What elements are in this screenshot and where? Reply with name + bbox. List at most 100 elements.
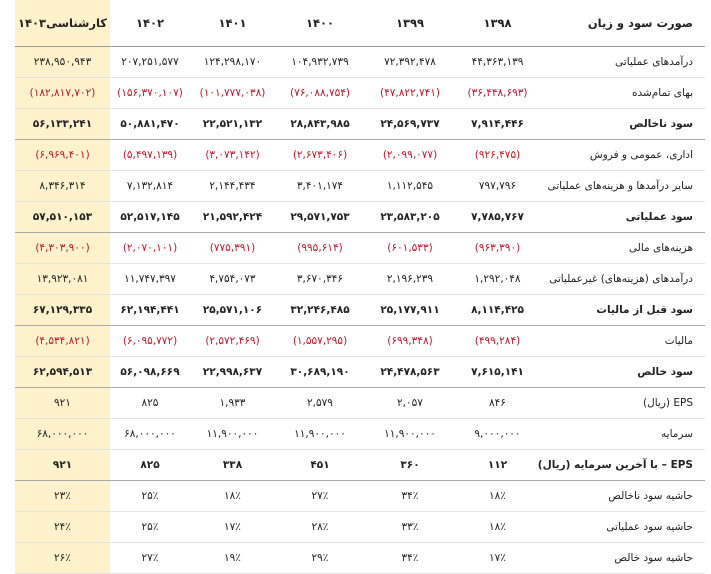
- value-cell: ۲۴٪: [15, 511, 110, 543]
- value-cell: ۳,۶۷۰,۳۴۶: [275, 263, 365, 295]
- value-cell: ۹۲۱: [15, 387, 110, 419]
- column-header: ۱۴۰۲: [110, 0, 190, 47]
- row-label: EPS – با آخرین سرمایه (ریال): [538, 449, 705, 481]
- value-cell: ۲۳٪: [15, 480, 110, 512]
- value-cell: ۱۳,۹۲۳,۰۸۱: [15, 263, 110, 295]
- value-cell: ۱۰۴,۹۳۲,۷۳۹: [275, 46, 365, 78]
- value-cell: ۲۲,۹۹۸,۶۳۷: [190, 356, 275, 388]
- value-cell: ۴۴,۳۶۳,۱۳۹: [455, 46, 540, 78]
- value-cell: (۹۲۶,۴۷۵): [455, 139, 540, 171]
- value-cell: ۲۸٪: [275, 511, 365, 543]
- row-label: هزینه‌های مالی: [540, 232, 705, 264]
- table-row: مالیات (۴۹۹,۲۸۴) (۶۹۹,۳۴۸) (۱,۵۵۷,۲۹۵) (۲,۵۷…: [15, 325, 705, 357]
- row-label: درآمدهای (هزینه‌های) غیرعملیاتی: [540, 263, 705, 295]
- table-row: درآمدهای (هزینه‌های) غیرعملیاتی ۱,۲۹۲,۰۴۸…: [15, 263, 705, 295]
- value-cell: (۶,۹۶۹,۴۰۱): [15, 139, 110, 171]
- value-cell: ۴۵۱: [275, 449, 365, 481]
- table-body: درآمدهای عملیاتی ۴۴,۳۶۳,۱۳۹ ۷۲,۳۹۲,۴۷۸ ۱۰۴,…: [15, 46, 705, 574]
- value-cell: ۵۶,۰۹۸,۶۶۹: [110, 356, 190, 388]
- value-cell: (۳,۰۷۳,۱۴۲): [190, 139, 275, 171]
- value-cell: ۲۴,۴۷۸,۵۶۳: [365, 356, 455, 388]
- value-cell: ۸۲۵: [110, 387, 190, 419]
- value-cell: ۱,۹۳۳: [190, 387, 275, 419]
- value-cell: ۸۴۶: [455, 387, 540, 419]
- value-cell: ۲۷٪: [275, 480, 365, 512]
- value-cell: ۳۲,۲۴۶,۴۸۵: [275, 294, 365, 326]
- row-label: بهای تمام‌شده: [540, 77, 705, 109]
- value-cell: (۵,۴۹۷,۱۳۹): [110, 139, 190, 171]
- header-row: صورت سود و زیان ۱۳۹۸ ۱۳۹۹ ۱۴۰۰ ۱۴۰۱ ۱۴۰۲ کارشن…: [15, 0, 705, 47]
- value-cell: ۱۸٪: [455, 480, 540, 512]
- value-cell: ۳۴٪: [365, 480, 455, 512]
- value-cell: ۳۰,۶۸۹,۱۹۰: [275, 356, 365, 388]
- value-cell: (۴,۵۳۴,۸۲۱): [15, 325, 110, 357]
- value-cell: ۱,۱۱۲,۵۴۵: [365, 170, 455, 202]
- value-cell: ۷,۷۸۵,۷۶۷: [455, 201, 540, 233]
- row-label: درآمدهای عملیاتی: [540, 46, 705, 78]
- label-header: صورت سود و زیان: [540, 0, 705, 47]
- value-cell: (۲,۰۷۰,۱۰۱): [110, 232, 190, 264]
- value-cell: ۲۵٪: [110, 480, 190, 512]
- value-cell: (۶۰۱,۵۳۳): [365, 232, 455, 264]
- value-cell: ۳۳۸: [190, 449, 275, 481]
- value-cell: (۱۵۶,۳۷۰,۱۰۷): [110, 77, 190, 109]
- value-cell: (۱۰۱,۷۷۷,۰۳۸): [190, 77, 275, 109]
- table-row: سود عملیاتی ۷,۷۸۵,۷۶۷ ۲۳,۵۸۳,۲۰۵ ۲۹,۵۷۱,۷۵۳…: [15, 201, 705, 233]
- value-cell: ۵۰,۸۸۱,۴۷۰: [110, 108, 190, 140]
- table-row: سود قبل از مالیات ۸,۱۱۴,۴۲۵ ۲۵,۱۷۷,۹۱۱ ۳۲,۲…: [15, 294, 705, 326]
- value-cell: ۲,۱۹۶,۲۳۹: [365, 263, 455, 295]
- value-cell: ۷,۱۳۲,۸۱۴: [110, 170, 190, 202]
- value-cell: ۲۸,۸۴۳,۹۸۵: [275, 108, 365, 140]
- value-cell: ۲۳,۵۸۳,۲۰۵: [365, 201, 455, 233]
- value-cell: ۱۸٪: [190, 480, 275, 512]
- column-header: ۱۴۰۱: [190, 0, 275, 47]
- value-cell: ۵۲,۵۱۷,۱۴۵: [110, 201, 190, 233]
- value-cell: ۲۷٪: [110, 542, 190, 574]
- table-row: سود خالص ۷,۶۱۵,۱۴۱ ۲۴,۴۷۸,۵۶۳ ۳۰,۶۸۹,۱۹۰ ۲۲,…: [15, 356, 705, 388]
- value-cell: ۲,۱۴۴,۴۳۴: [190, 170, 275, 202]
- value-cell: ۲۵,۱۷۷,۹۱۱: [365, 294, 455, 326]
- value-cell: ۲۱,۵۹۲,۴۲۴: [190, 201, 275, 233]
- table-row: سایر درآمدها و هزینه‌های عملیاتی ۷۹۷,۷۹۶ ۱…: [15, 170, 705, 202]
- value-cell: ۲۳۸,۹۵۰,۹۴۳: [15, 46, 110, 78]
- value-cell: ۱۷٪: [190, 511, 275, 543]
- value-cell: (۷۷۵,۳۹۱): [190, 232, 275, 264]
- value-cell: ۱۱,۷۴۷,۳۹۷: [110, 263, 190, 295]
- value-cell: ۱۱,۹۰۰,۰۰۰: [365, 418, 455, 450]
- table-row: حاشیه سود ناخالص ۱۸٪ ۳۴٪ ۲۷٪ ۱۸٪ ۲۵٪ ۲۳٪: [15, 480, 705, 512]
- value-cell: ۶۸,۰۰۰,۰۰۰: [15, 418, 110, 450]
- value-cell: ۱۹٪: [190, 542, 275, 574]
- value-cell: ۲۵٪: [110, 511, 190, 543]
- value-cell: ۵۶,۱۳۳,۲۴۱: [15, 108, 110, 140]
- value-cell: (۲,۶۷۳,۴۰۶): [275, 139, 365, 171]
- value-cell: (۹۹۵,۶۱۴): [275, 232, 365, 264]
- value-cell: ۷,۶۱۵,۱۴۱: [455, 356, 540, 388]
- row-label: مالیات: [540, 325, 705, 357]
- value-cell: ۲۰۷,۲۵۱,۵۷۷: [110, 46, 190, 78]
- value-cell: (۱۸۲,۸۱۷,۷۰۲): [15, 77, 110, 109]
- row-label: سود قبل از مالیات: [540, 294, 705, 326]
- income-statement-table: صورت سود و زیان ۱۳۹۸ ۱۳۹۹ ۱۴۰۰ ۱۴۰۱ ۱۴۰۲ کارشن…: [15, 0, 705, 574]
- value-cell: (۷۶,۰۸۸,۷۵۴): [275, 77, 365, 109]
- value-cell: ۲۴,۵۶۹,۷۳۷: [365, 108, 455, 140]
- value-cell: (۴۹۹,۲۸۴): [455, 325, 540, 357]
- table-row: حاشیه سود عملیاتی ۱۸٪ ۳۳٪ ۲۸٪ ۱۷٪ ۲۵٪ ۲۴٪: [15, 511, 705, 543]
- value-cell: ۱,۲۹۲,۰۴۸: [455, 263, 540, 295]
- row-label: حاشیه سود ناخالص: [540, 480, 705, 512]
- value-cell: ۳۴٪: [365, 542, 455, 574]
- value-cell: ۷۹۷,۷۹۶: [455, 170, 540, 202]
- value-cell: ۱۸٪: [455, 511, 540, 543]
- column-header: کارشناسی۱۴۰۳: [15, 0, 110, 47]
- row-label: سود عملیاتی: [540, 201, 705, 233]
- row-label: سود ناخالص: [540, 108, 705, 140]
- row-label: سایر درآمدها و هزینه‌های عملیاتی: [540, 170, 705, 202]
- value-cell: ۴,۷۵۴,۰۷۳: [190, 263, 275, 295]
- value-cell: ۳,۴۰۱,۱۷۴: [275, 170, 365, 202]
- value-cell: ۱۱,۹۰۰,۰۰۰: [190, 418, 275, 450]
- value-cell: ۱۱۲: [455, 449, 540, 481]
- value-cell: (۳۶,۴۴۸,۶۹۳): [455, 77, 540, 109]
- value-cell: ۷۲,۳۹۲,۴۷۸: [365, 46, 455, 78]
- table-row: اداری، عمومی و فروش (۹۲۶,۴۷۵) (۲,۰۹۹,۰۷۷)(…: [15, 139, 705, 171]
- value-cell: ۶۸,۰۰۰,۰۰۰: [110, 418, 190, 450]
- value-cell: ۱۱,۹۰۰,۰۰۰: [275, 418, 365, 450]
